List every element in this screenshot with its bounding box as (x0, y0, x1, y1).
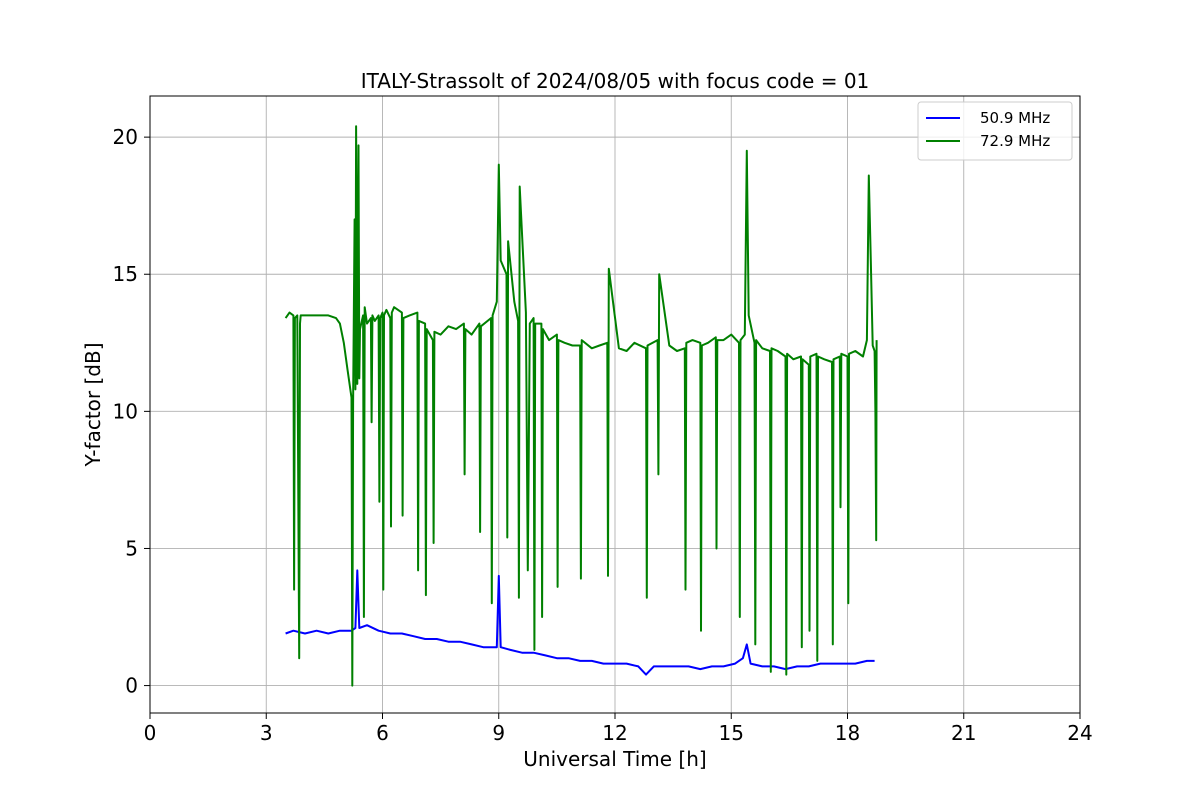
x-tick-label: 18 (835, 721, 860, 745)
series-line-2 (284, 125, 878, 687)
x-tick-label: 12 (602, 721, 627, 745)
y-tick-label: 15 (113, 262, 138, 286)
ticks: 0 3 6 9 12 15 18 21 24 0 5 10 15 20 (113, 125, 1093, 745)
x-tick-label: 9 (492, 721, 505, 745)
legend-label: 50.9 MHz (980, 109, 1050, 127)
series-layer (284, 125, 878, 687)
legend-label: 72.9 MHz (980, 132, 1050, 150)
x-tick-label: 15 (719, 721, 744, 745)
y-tick-label: 10 (113, 399, 138, 423)
x-tick-label: 3 (260, 721, 273, 745)
y-tick-label: 20 (113, 125, 138, 149)
x-tick-label: 0 (144, 721, 157, 745)
x-tick-label: 24 (1067, 721, 1092, 745)
x-axis-label: Universal Time [h] (523, 747, 706, 771)
series-line-1 (285, 569, 875, 676)
legend-box (917, 101, 1073, 161)
y-tick-label: 5 (125, 536, 138, 560)
y-axis-label: Y-factor [dB] (81, 342, 105, 467)
legend: 50.9 MHz 72.9 MHz (917, 101, 1073, 161)
x-tick-label: 21 (951, 721, 976, 745)
y-tick-label: 0 (125, 674, 138, 698)
x-tick-label: 6 (376, 721, 389, 745)
chart-title: ITALY-Strassolt of 2024/08/05 with focus… (361, 69, 870, 93)
